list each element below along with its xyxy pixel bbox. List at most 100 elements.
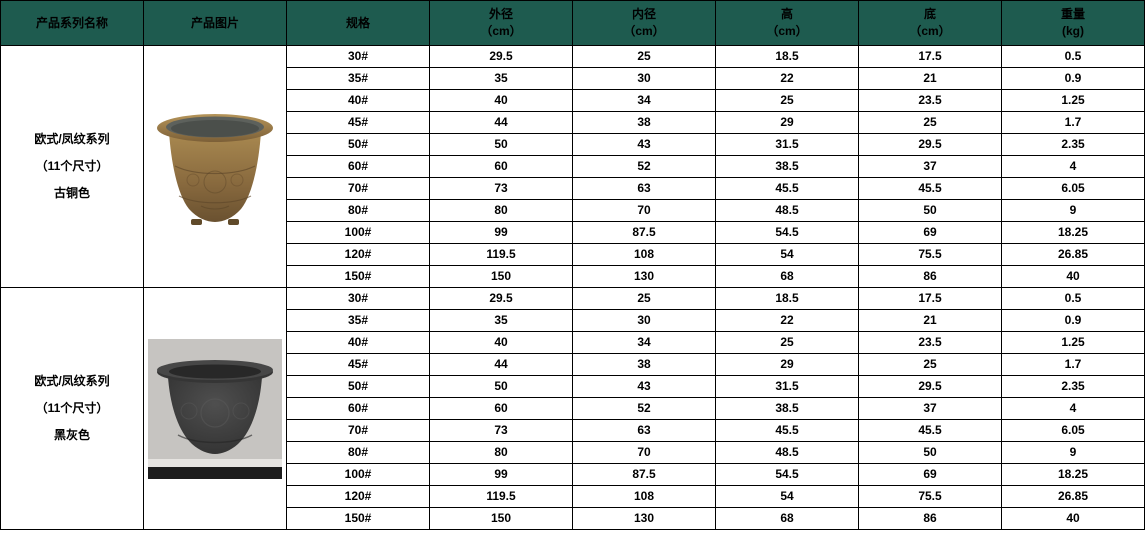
base-cell: 17.5 bbox=[858, 287, 1002, 310]
spec-cell: 70# bbox=[286, 419, 430, 442]
col-header-unit: （cm） bbox=[480, 24, 522, 38]
height-cell: 22 bbox=[715, 67, 859, 90]
inner-diameter-cell: 43 bbox=[572, 375, 716, 398]
height-cell: 54 bbox=[715, 243, 859, 266]
inner-diameter-cell: 70 bbox=[572, 199, 716, 222]
col-header-label: 产品系列名称 bbox=[35, 15, 108, 30]
weight-cell: 1.25 bbox=[1001, 89, 1145, 112]
weight-cell: 0.9 bbox=[1001, 309, 1145, 332]
height-cell: 18.5 bbox=[715, 287, 859, 310]
col-header-height: 高 （cm） bbox=[715, 0, 859, 46]
outer-diameter-cell: 150 bbox=[429, 265, 573, 288]
outer-diameter-cell: 119.5 bbox=[429, 243, 573, 266]
base-cell: 86 bbox=[858, 265, 1002, 288]
spec-cell: 40# bbox=[286, 89, 430, 112]
weight-cell: 26.85 bbox=[1001, 485, 1145, 508]
spec-cell: 45# bbox=[286, 353, 430, 376]
inner-diameter-cell: 30 bbox=[572, 309, 716, 332]
spec-cell: 40# bbox=[286, 331, 430, 354]
series-name-line: 欧式/凤纹系列 bbox=[34, 132, 110, 146]
table-row: 35# 35 30 22 21 0.9 bbox=[1, 309, 1145, 332]
base-cell: 45.5 bbox=[858, 419, 1002, 442]
base-cell: 37 bbox=[858, 397, 1002, 420]
col-header-label: 外径 bbox=[488, 7, 513, 21]
spec-cell: 80# bbox=[286, 199, 430, 222]
bronze-pot-photo bbox=[157, 113, 273, 225]
outer-diameter-cell: 50 bbox=[429, 375, 573, 398]
height-cell: 38.5 bbox=[715, 155, 859, 178]
series-name-cell: 欧式/凤纹系列 （11个尺寸） 黑灰色 bbox=[0, 287, 144, 530]
col-header-label: 重量 bbox=[1060, 7, 1085, 21]
col-header-unit: (kg) bbox=[1062, 24, 1084, 38]
weight-cell: 2.35 bbox=[1001, 375, 1145, 398]
outer-diameter-cell: 35 bbox=[429, 309, 573, 332]
outer-diameter-cell: 60 bbox=[429, 155, 573, 178]
inner-diameter-cell: 25 bbox=[572, 45, 716, 68]
spec-cell: 120# bbox=[286, 243, 430, 266]
spec-cell: 100# bbox=[286, 463, 430, 486]
table-row: 70# 73 63 45.5 45.5 6.05 bbox=[1, 177, 1145, 200]
outer-diameter-cell: 50 bbox=[429, 133, 573, 156]
spec-cell: 35# bbox=[286, 309, 430, 332]
spec-cell: 150# bbox=[286, 507, 430, 530]
outer-diameter-cell: 73 bbox=[429, 177, 573, 200]
weight-cell: 1.7 bbox=[1001, 353, 1145, 376]
base-cell: 69 bbox=[858, 463, 1002, 486]
inner-diameter-cell: 130 bbox=[572, 507, 716, 530]
height-cell: 68 bbox=[715, 507, 859, 530]
spec-cell: 30# bbox=[286, 45, 430, 68]
weight-cell: 18.25 bbox=[1001, 221, 1145, 244]
height-cell: 31.5 bbox=[715, 375, 859, 398]
inner-diameter-cell: 52 bbox=[572, 155, 716, 178]
height-cell: 54.5 bbox=[715, 221, 859, 244]
height-cell: 48.5 bbox=[715, 199, 859, 222]
inner-diameter-cell: 38 bbox=[572, 353, 716, 376]
product-image-cell bbox=[143, 45, 287, 288]
spec-cell: 45# bbox=[286, 111, 430, 134]
col-header-weight: 重量 (kg) bbox=[1001, 0, 1145, 46]
table-row: 150# 150 130 68 86 40 bbox=[1, 507, 1145, 530]
series-name-line: 欧式/凤纹系列 bbox=[34, 374, 110, 388]
weight-cell: 40 bbox=[1001, 265, 1145, 288]
spec-cell: 60# bbox=[286, 155, 430, 178]
table-row: 120# 119.5 108 54 75.5 26.85 bbox=[1, 243, 1145, 266]
outer-diameter-cell: 40 bbox=[429, 331, 573, 354]
size-note-line: （11个尺寸） bbox=[35, 401, 109, 415]
base-cell: 69 bbox=[858, 221, 1002, 244]
col-header-spec: 规格 bbox=[286, 0, 430, 46]
outer-diameter-cell: 40 bbox=[429, 89, 573, 112]
weight-cell: 0.5 bbox=[1001, 287, 1145, 310]
weight-cell: 9 bbox=[1001, 199, 1145, 222]
inner-diameter-cell: 63 bbox=[572, 177, 716, 200]
height-cell: 54 bbox=[715, 485, 859, 508]
weight-cell: 9 bbox=[1001, 441, 1145, 464]
col-header-outer-diameter: 外径 （cm） bbox=[429, 0, 573, 46]
inner-diameter-cell: 130 bbox=[572, 265, 716, 288]
base-cell: 45.5 bbox=[858, 177, 1002, 200]
col-header-label: 底 bbox=[923, 7, 936, 21]
table-row: 40# 40 34 25 23.5 1.25 bbox=[1, 89, 1145, 112]
height-cell: 68 bbox=[715, 265, 859, 288]
col-header-unit: （cm） bbox=[623, 24, 665, 38]
color-name-line: 古铜色 bbox=[53, 186, 90, 200]
outer-diameter-cell: 35 bbox=[429, 67, 573, 90]
series-name-cell: 欧式/凤纹系列 （11个尺寸） 古铜色 bbox=[0, 45, 144, 288]
col-header-image: 产品图片 bbox=[143, 0, 287, 46]
inner-diameter-cell: 30 bbox=[572, 67, 716, 90]
outer-diameter-cell: 29.5 bbox=[429, 287, 573, 310]
weight-cell: 0.5 bbox=[1001, 45, 1145, 68]
height-cell: 29 bbox=[715, 353, 859, 376]
weight-cell: 4 bbox=[1001, 397, 1145, 420]
spec-cell: 60# bbox=[286, 397, 430, 420]
outer-diameter-cell: 44 bbox=[429, 353, 573, 376]
outer-diameter-cell: 29.5 bbox=[429, 45, 573, 68]
height-cell: 25 bbox=[715, 331, 859, 354]
table-row: 80# 80 70 48.5 50 9 bbox=[1, 199, 1145, 222]
base-cell: 17.5 bbox=[858, 45, 1002, 68]
table-row: 35# 35 30 22 21 0.9 bbox=[1, 67, 1145, 90]
table-row: 50# 50 43 31.5 29.5 2.35 bbox=[1, 375, 1145, 398]
product-spec-table: 产品系列名称 产品图片 规格 外径 （cm） 内径 （ bbox=[0, 0, 1145, 530]
weight-cell: 40 bbox=[1001, 507, 1145, 530]
height-cell: 45.5 bbox=[715, 177, 859, 200]
weight-cell: 1.25 bbox=[1001, 331, 1145, 354]
